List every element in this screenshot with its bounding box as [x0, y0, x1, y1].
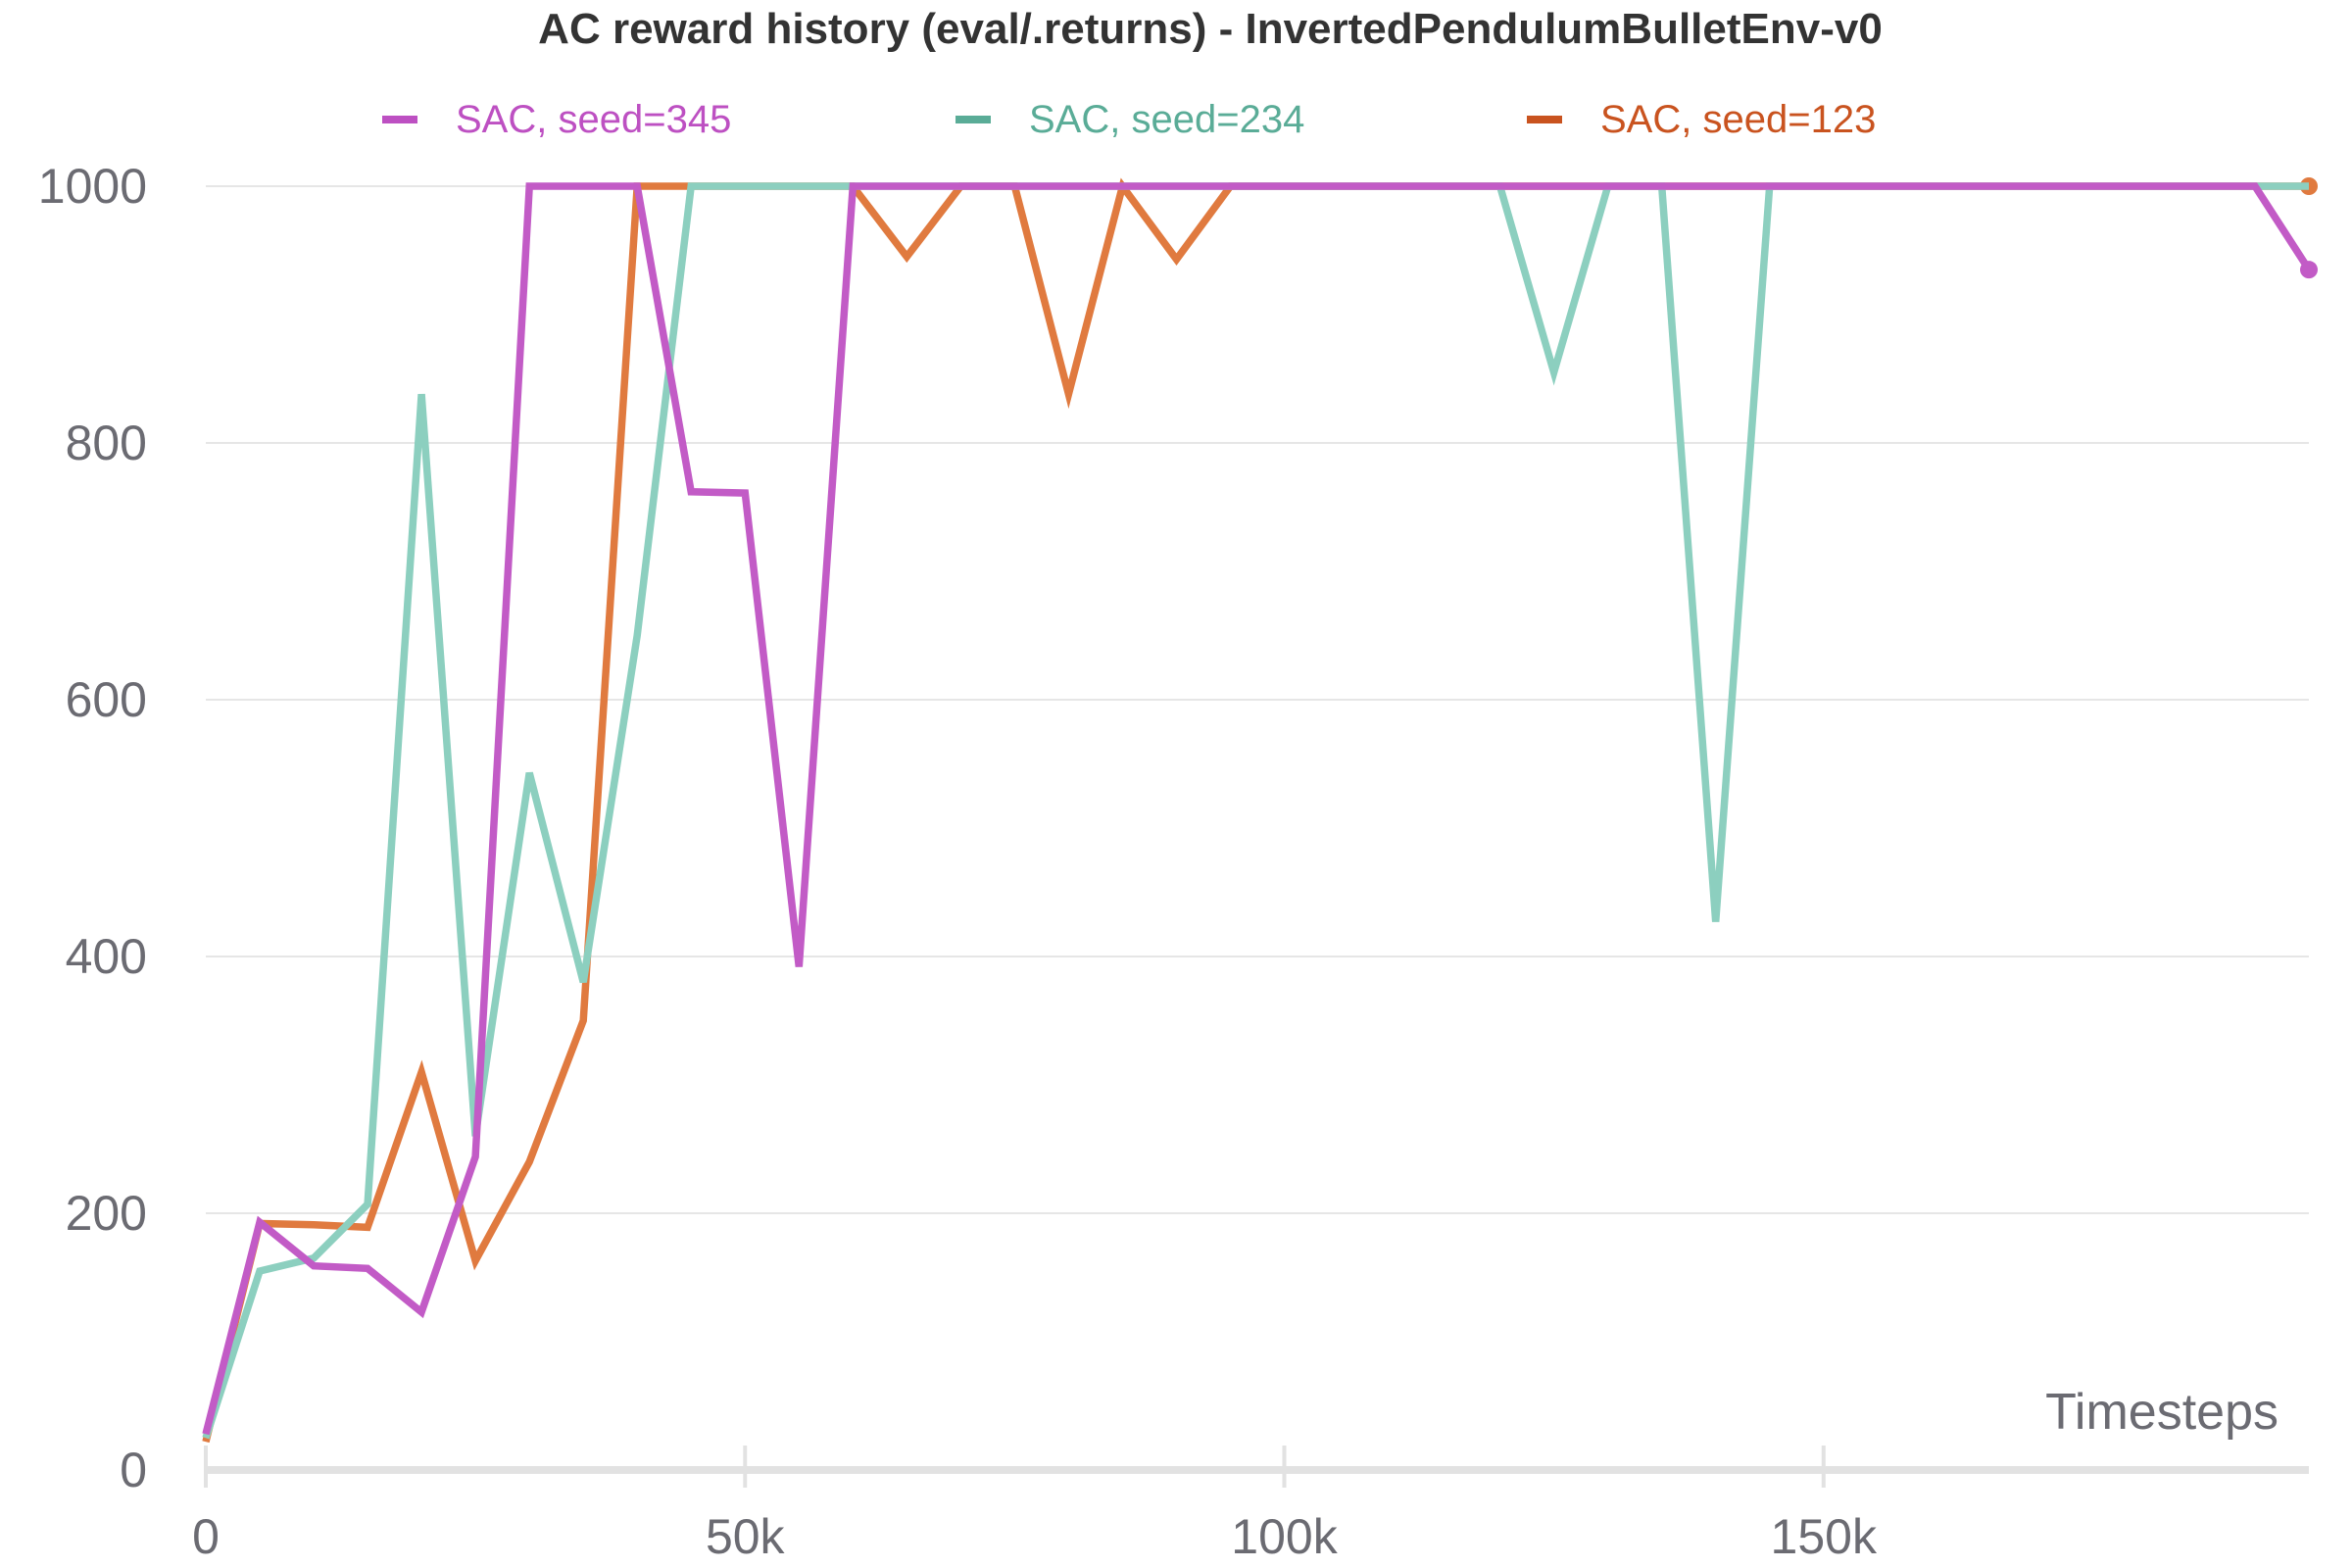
legend-swatch — [1527, 116, 1562, 123]
x-axis-label: Timesteps — [2045, 1384, 2278, 1441]
y-tick-label: 200 — [66, 1186, 147, 1241]
y-tick-label: 1000 — [38, 159, 147, 214]
legend-label: SAC, seed=234 — [1029, 98, 1304, 141]
chart-title: AC reward history (eval/.returns) - Inve… — [538, 5, 1883, 53]
y-tick-label: 800 — [66, 416, 147, 470]
series-lines — [202, 177, 2318, 1444]
legend-swatch — [382, 116, 417, 123]
legend-swatch — [956, 116, 991, 123]
x-tick-label: 150k — [1771, 1509, 1878, 1564]
legend-item[interactable]: SAC, seed=123 — [1527, 98, 1876, 141]
series-line-sac-seed-345 — [202, 182, 2313, 1436]
legend[interactable]: SAC, seed=345 SAC, seed=234 SAC, seed=123 — [382, 98, 1876, 141]
legend-label: SAC, seed=123 — [1600, 98, 1876, 141]
legend-label: SAC, seed=345 — [456, 98, 731, 141]
x-tick-label: 0 — [192, 1509, 220, 1564]
y-tick-label: 400 — [66, 929, 147, 984]
y-tick-label: 0 — [120, 1443, 147, 1497]
series-end-point-sac-seed-345 — [2300, 261, 2318, 279]
x-axis — [204, 1446, 2309, 1488]
tick-labels: 0 200 400 600 800 1000 0 50k 100k 150k — [38, 159, 1878, 1564]
x-tick-label: 100k — [1231, 1509, 1338, 1564]
legend-item[interactable]: SAC, seed=345 — [382, 98, 731, 141]
legend-item[interactable]: SAC, seed=234 — [956, 98, 1304, 141]
x-tick-label: 50k — [706, 1509, 786, 1564]
y-tick-label: 600 — [66, 672, 147, 727]
